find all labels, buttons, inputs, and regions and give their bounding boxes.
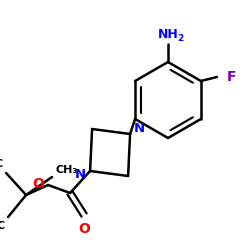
Text: H₃C: H₃C [0, 221, 5, 231]
Text: F: F [227, 70, 236, 84]
Text: NH: NH [158, 28, 178, 41]
Text: N: N [75, 168, 86, 180]
Text: CH₃: CH₃ [55, 165, 77, 175]
Text: 2: 2 [177, 34, 183, 43]
Text: O: O [32, 177, 44, 191]
Text: H₃C: H₃C [0, 159, 3, 169]
Text: O: O [78, 222, 90, 236]
Text: N: N [134, 122, 145, 136]
